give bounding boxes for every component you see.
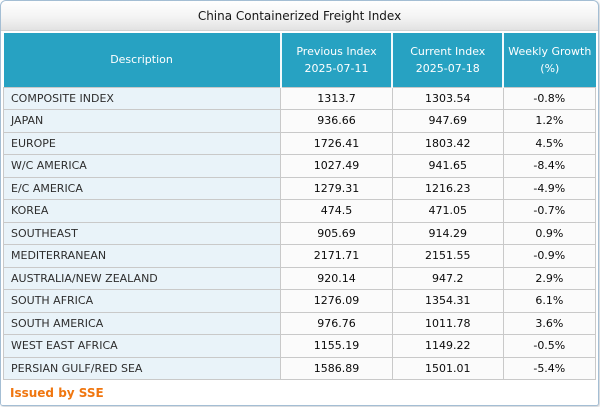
previous-index-cell: 1155.19	[280, 334, 393, 358]
table-row: SOUTH AFRICA 1276.09 1354.31 6.1%	[2, 289, 597, 313]
previous-index-cell: 905.69	[280, 221, 393, 245]
previous-index-cell: 1279.31	[280, 176, 393, 200]
weekly-growth-cell: -0.7%	[502, 199, 597, 223]
previous-index-cell: 1313.7	[280, 86, 393, 110]
column-header-current-index: Current Index 2025-07-18	[391, 33, 504, 87]
table-header: Description Previous Index 2025-07-11 Cu…	[3, 33, 596, 87]
description-cell: MEDITERRANEAN	[2, 244, 282, 268]
current-index-cell: 1216.23	[391, 176, 504, 200]
header-row: Description Previous Index 2025-07-11 Cu…	[3, 33, 596, 87]
current-index-cell: 1501.01	[391, 356, 504, 380]
previous-index-cell: 1027.49	[280, 154, 393, 178]
weekly-growth-cell: 4.5%	[502, 131, 597, 155]
freight-index-table: Description Previous Index 2025-07-11 Cu…	[2, 33, 597, 380]
current-index-cell: 914.29	[391, 221, 504, 245]
table-body: COMPOSITE INDEX 1313.7 1303.54 -0.8% JAP…	[2, 86, 597, 380]
current-index-cell: 947.2	[391, 266, 504, 290]
weekly-growth-cell: -4.9%	[502, 176, 597, 200]
column-header-weekly-growth: Weekly Growth (%)	[502, 33, 596, 87]
table-row: SOUTH AMERICA 976.76 1011.78 3.6%	[2, 311, 597, 335]
column-header-description: Description	[3, 33, 281, 87]
description-cell: EUROPE	[2, 131, 282, 155]
panel-titlebar: China Containerized Freight Index	[1, 1, 598, 31]
description-cell: W/C AMERICA	[2, 154, 282, 178]
issuer-bar: Issued by SSE	[1, 380, 598, 405]
table-row: AUSTRALIA/NEW ZEALAND 920.14 947.2 2.9%	[2, 266, 597, 290]
table-row: COMPOSITE INDEX 1313.7 1303.54 -0.8%	[2, 86, 597, 110]
weekly-growth-cell: -0.5%	[502, 334, 597, 358]
weekly-growth-cell: 0.9%	[502, 221, 597, 245]
weekly-growth-cell: -0.9%	[502, 244, 597, 268]
current-index-cell: 1303.54	[391, 86, 504, 110]
column-header-date: 2025-07-11	[304, 61, 369, 75]
current-index-cell: 1354.31	[391, 289, 504, 313]
weekly-growth-cell: -8.4%	[502, 154, 597, 178]
previous-index-cell: 1276.09	[280, 289, 393, 313]
description-cell: SOUTH AMERICA	[2, 311, 282, 335]
current-index-cell: 1149.22	[391, 334, 504, 358]
column-header-previous-index: Previous Index 2025-07-11	[279, 33, 393, 87]
weekly-growth-cell: 3.6%	[502, 311, 597, 335]
description-cell: SOUTH AFRICA	[2, 289, 282, 313]
table-row: KOREA 474.5 471.05 -0.7%	[2, 199, 597, 223]
column-header-label: Description	[110, 53, 173, 67]
weekly-growth-cell: 1.2%	[502, 109, 597, 133]
description-cell: PERSIAN GULF/RED SEA	[2, 356, 282, 380]
table-area: Description Previous Index 2025-07-11 Cu…	[1, 31, 598, 380]
column-header-label: Weekly Growth	[508, 44, 592, 58]
description-cell: COMPOSITE INDEX	[2, 86, 282, 110]
previous-index-cell: 474.5	[280, 199, 393, 223]
table-row: EUROPE 1726.41 1803.42 4.5%	[2, 131, 597, 155]
previous-index-cell: 920.14	[280, 266, 393, 290]
previous-index-cell: 1726.41	[280, 131, 393, 155]
table-row: W/C AMERICA 1027.49 941.65 -8.4%	[2, 154, 597, 178]
current-index-cell: 1803.42	[391, 131, 504, 155]
table-row: SOUTHEAST 905.69 914.29 0.9%	[2, 221, 597, 245]
current-index-cell: 1011.78	[391, 311, 504, 335]
current-index-cell: 471.05	[391, 199, 504, 223]
description-cell: E/C AMERICA	[2, 176, 282, 200]
column-header-label: Current Index	[410, 44, 486, 58]
table-row: PERSIAN GULF/RED SEA 1586.89 1501.01 -5.…	[2, 356, 597, 380]
description-cell: SOUTHEAST	[2, 221, 282, 245]
column-header-date: 2025-07-18	[415, 61, 480, 75]
weekly-growth-cell: -5.4%	[502, 356, 597, 380]
description-cell: AUSTRALIA/NEW ZEALAND	[2, 266, 282, 290]
table-row: WEST EAST AFRICA 1155.19 1149.22 -0.5%	[2, 334, 597, 358]
previous-index-cell: 976.76	[280, 311, 393, 335]
current-index-cell: 941.65	[391, 154, 504, 178]
column-header-label: Previous Index	[296, 44, 377, 58]
current-index-cell: 947.69	[391, 109, 504, 133]
description-cell: KOREA	[2, 199, 282, 223]
previous-index-cell: 2171.71	[280, 244, 393, 268]
weekly-growth-cell: -0.8%	[502, 86, 597, 110]
table-row: MEDITERRANEAN 2171.71 2151.55 -0.9%	[2, 244, 597, 268]
description-cell: WEST EAST AFRICA	[2, 334, 282, 358]
previous-index-cell: 1586.89	[280, 356, 393, 380]
page-title: China Containerized Freight Index	[197, 8, 402, 23]
weekly-growth-cell: 2.9%	[502, 266, 597, 290]
description-cell: JAPAN	[2, 109, 282, 133]
table-row: E/C AMERICA 1279.31 1216.23 -4.9%	[2, 176, 597, 200]
table-row: JAPAN 936.66 947.69 1.2%	[2, 109, 597, 133]
issuer-note: Issued by SSE	[10, 385, 104, 400]
column-header-unit: (%)	[540, 61, 560, 75]
previous-index-cell: 936.66	[280, 109, 393, 133]
weekly-growth-cell: 6.1%	[502, 289, 597, 313]
current-index-cell: 2151.55	[391, 244, 504, 268]
